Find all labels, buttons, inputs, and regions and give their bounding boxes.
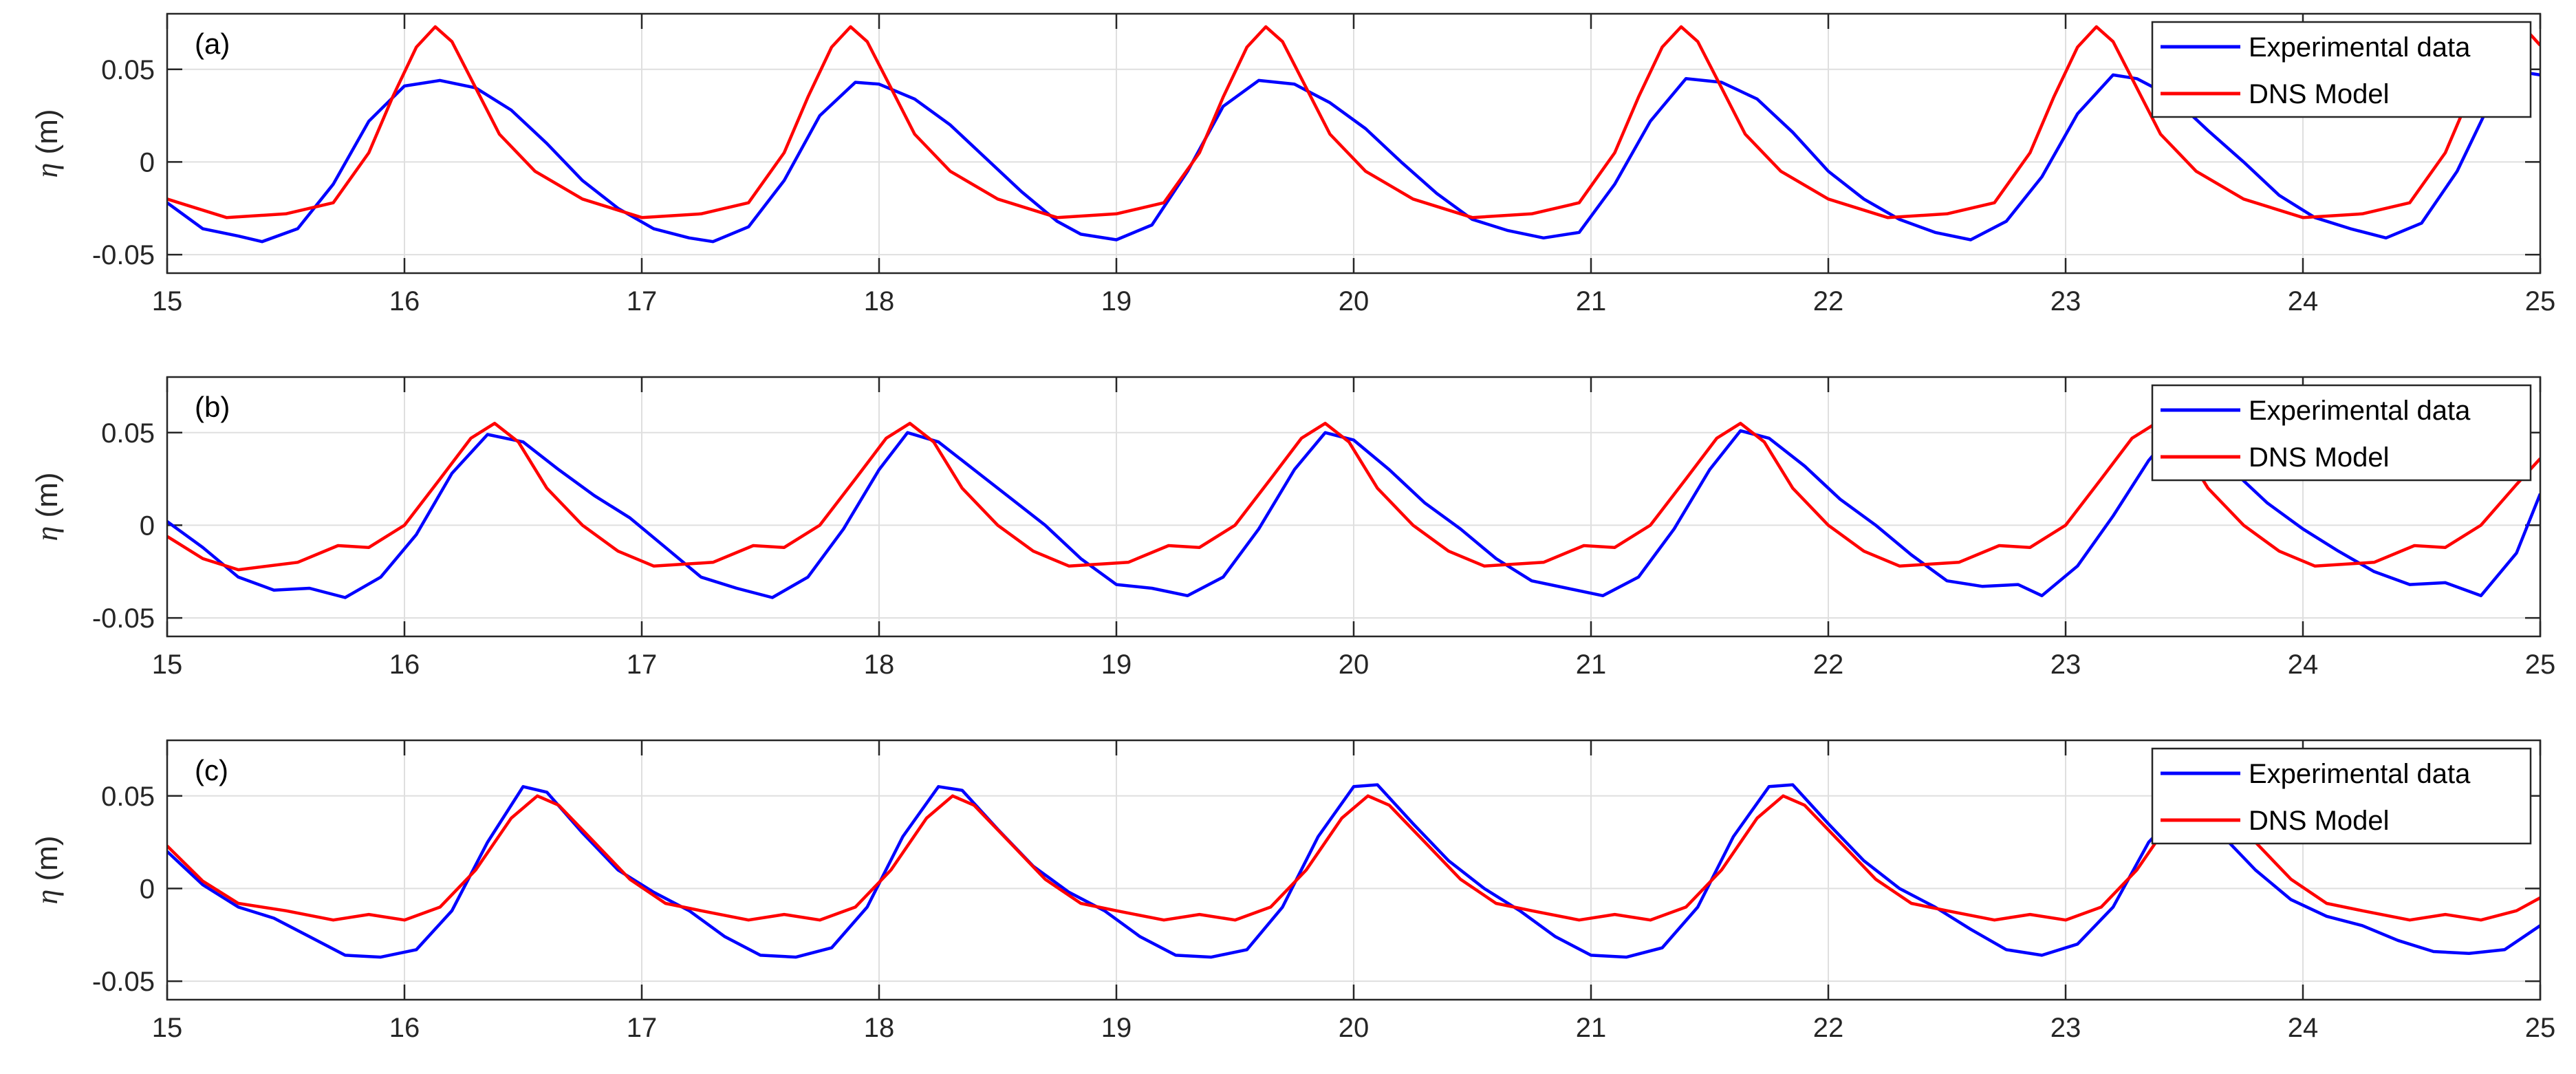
- legend: Experimental data DNS Model: [2151, 384, 2532, 482]
- x-tick-label: 20: [1339, 649, 1370, 680]
- y-axis-unit: (m): [30, 472, 64, 526]
- series-line-dns-model: [167, 422, 2540, 572]
- axes-box: [166, 12, 2542, 275]
- x-tick-label: 16: [389, 649, 420, 680]
- legend-item-dns-model-label: DNS Model: [2249, 79, 2390, 109]
- x-tick-label: 19: [1101, 286, 1132, 316]
- x-tick-label: 18: [864, 286, 895, 316]
- x-tick-label: 21: [1576, 649, 1607, 680]
- x-tick-label: 24: [2288, 286, 2319, 316]
- legend-item-experimental-label: Experimental data: [2249, 759, 2471, 789]
- legend-box: [2151, 21, 2532, 118]
- legend-box: [2151, 384, 2532, 482]
- legend: Experimental data DNS Model: [2151, 21, 2532, 118]
- legend-item-dns-model-label: DNS Model: [2249, 806, 2390, 836]
- panel-label: (a): [195, 28, 230, 60]
- x-tick-label: 15: [152, 286, 183, 316]
- axes-box: [166, 739, 2542, 1001]
- panel-c: 15 16 17 18 19 20 21 22 23 24 25 -0.05 0 0.05 η (m) (c)…: [30, 739, 2556, 1043]
- x-tick-label: 23: [2050, 1013, 2081, 1043]
- y-tick-label: -0.05: [92, 603, 155, 634]
- y-tick-label: 0.05: [101, 418, 155, 449]
- y-tick-label: 0.05: [101, 55, 155, 85]
- x-tick-label: 18: [864, 649, 895, 680]
- y-tick-label: 0: [140, 874, 155, 904]
- x-tick-label: 15: [152, 1013, 183, 1043]
- x-tick-label: 20: [1339, 1013, 1370, 1043]
- x-tick-label: 22: [1813, 1013, 1844, 1043]
- y-axis-label: η (m): [30, 835, 64, 904]
- x-tick-label: 17: [627, 1013, 658, 1043]
- x-tick-label: 19: [1101, 1013, 1132, 1043]
- y-tick-label: 0.05: [101, 782, 155, 812]
- y-axis-label: η (m): [30, 472, 64, 541]
- x-tick-label: 25: [2525, 286, 2556, 316]
- y-tick-label: 0: [140, 511, 155, 541]
- x-tick-label: 17: [627, 286, 658, 316]
- x-tick-label: 18: [864, 1013, 895, 1043]
- legend-item-dns-model-label: DNS Model: [2249, 442, 2390, 473]
- x-tick-label: 23: [2050, 649, 2081, 680]
- panel-b: 15 16 17 18 19 20 21 22 23 24 25 -0.05 0 0.05 η (m) (b)…: [30, 376, 2556, 680]
- x-tick-label: 21: [1576, 1013, 1607, 1043]
- y-axis-symbol: η: [30, 890, 64, 905]
- panel-label: (b): [195, 391, 230, 423]
- y-tick-label: 0: [140, 147, 155, 178]
- x-tick-label: 16: [389, 286, 420, 316]
- y-axis-unit: (m): [30, 835, 64, 889]
- x-tick-label: 21: [1576, 286, 1607, 316]
- x-tick-label: 20: [1339, 286, 1370, 316]
- x-tick-label: 25: [2525, 649, 2556, 680]
- x-tick-label: 22: [1813, 286, 1844, 316]
- y-axis-label: η (m): [30, 109, 64, 178]
- panel-label: (c): [195, 754, 228, 786]
- x-tick-label: 16: [389, 1013, 420, 1043]
- x-tick-label: 24: [2288, 1013, 2319, 1043]
- legend-item-experimental-label: Experimental data: [2249, 396, 2471, 426]
- x-tick-label: 17: [627, 649, 658, 680]
- x-tick-label: 22: [1813, 649, 1844, 680]
- panel-a: 15 16 17 18 19 20 21 22 23 24 25 -0.05 0 0.05 η (m) (a)…: [30, 12, 2556, 316]
- legend-item-experimental-label: Experimental data: [2249, 32, 2471, 63]
- x-tick-label: 24: [2288, 649, 2319, 680]
- legend: Experimental data DNS Model: [2151, 747, 2532, 845]
- y-axis-symbol: η: [30, 163, 64, 178]
- y-axis-symbol: η: [30, 526, 64, 541]
- x-tick-label: 15: [152, 649, 183, 680]
- legend-box: [2151, 747, 2532, 845]
- series-line-dns-model: [167, 25, 2540, 219]
- y-axis-unit: (m): [30, 109, 64, 162]
- y-tick-label: -0.05: [92, 967, 155, 997]
- x-tick-label: 25: [2525, 1013, 2556, 1043]
- x-tick-label: 23: [2050, 286, 2081, 316]
- axes-box: [166, 376, 2542, 638]
- x-tick-label: 19: [1101, 649, 1132, 680]
- y-tick-label: -0.05: [92, 240, 155, 270]
